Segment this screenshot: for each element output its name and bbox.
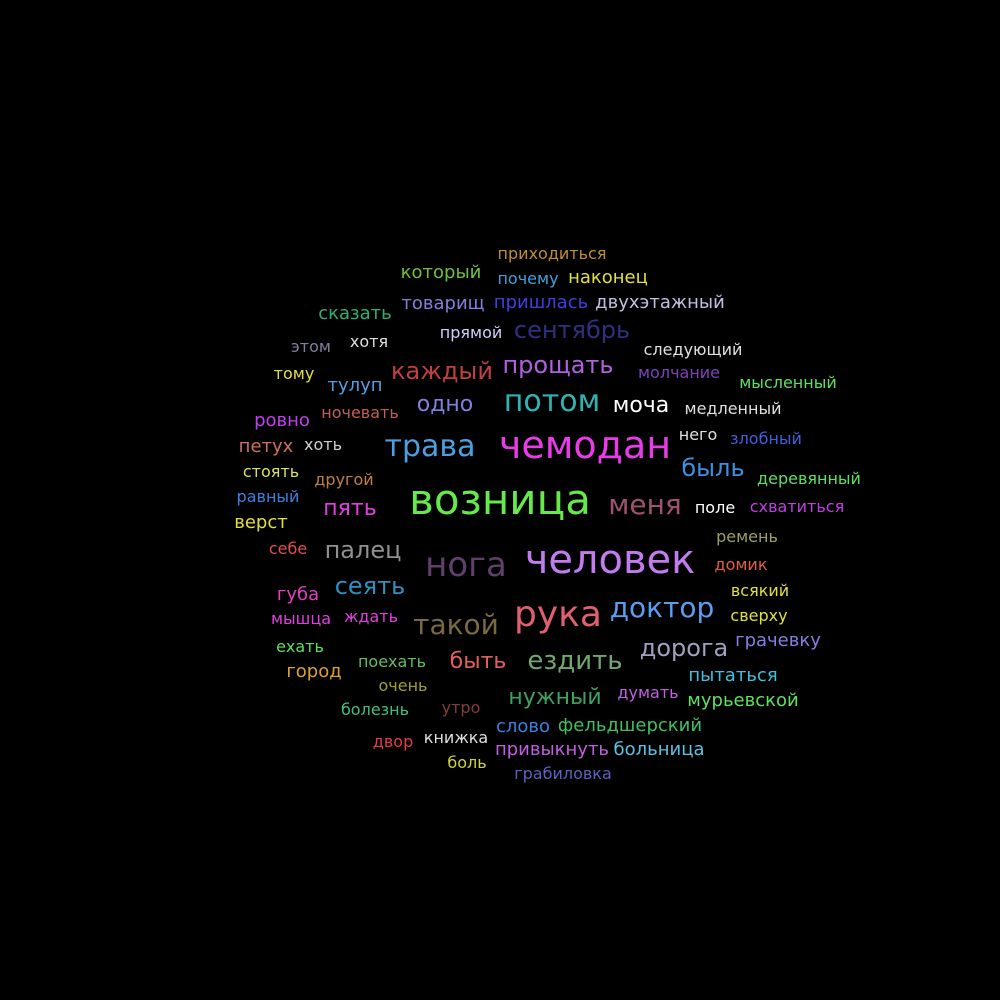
word-cloud-word: хотя [349,332,389,351]
word-cloud-word: всякий [730,581,790,600]
word-cloud-word: ехать [276,637,324,656]
word-cloud-word: поле [694,498,736,517]
word-cloud-word: моча [612,393,670,418]
word-cloud-word: тулуп [327,375,383,396]
word-cloud-word: фельдшерский [557,715,703,736]
word-cloud-word: равный [236,487,300,506]
word-cloud-word: ровно [254,410,310,431]
word-cloud-word: стоять [242,462,300,481]
word-cloud-word: тому [273,364,315,383]
word-cloud-word: боль [447,753,487,772]
word-cloud-word: одно [416,392,474,417]
word-cloud-word: другой [314,470,374,489]
word-cloud-word: ремень [716,527,778,546]
word-cloud-word: него [678,425,718,444]
word-cloud-word: поехать [357,652,427,671]
word-cloud-word: город [286,661,342,682]
word-cloud-word: привыкнуть [494,739,610,760]
word-cloud-word: утро [441,698,481,717]
word-cloud-word: двор [372,732,414,751]
word-cloud-word: доктор [609,591,715,624]
word-cloud-word: медленный [684,399,782,418]
word-cloud-word: быть [449,649,507,674]
word-cloud-word: молчание [637,363,721,382]
word-cloud-word: чемодан [498,423,672,467]
word-cloud-word: сверху [730,606,788,625]
word-cloud-word: ждать [343,607,399,626]
word-cloud-word: мурьевской [687,690,799,711]
word-cloud-word: прямой [439,323,503,342]
word-cloud-word: ездить [527,646,623,676]
word-cloud-word: хоть [303,435,343,454]
word-cloud-word: деревянный [757,469,861,488]
word-cloud-word: слово [495,716,551,737]
word-cloud-word: прощать [502,351,614,379]
word-cloud-word: верст [234,512,288,533]
word-cloud-word: сеять [334,572,406,600]
word-cloud-word: который [400,262,482,283]
word-cloud-word: этом [291,337,331,356]
word-cloud-word: человек [524,537,696,583]
word-cloud-word: потом [503,384,601,419]
word-cloud-word: книжка [423,728,489,747]
word-cloud-word: товарищ [401,293,485,314]
word-cloud-word: петух [238,436,294,457]
word-cloud-word: злобный [730,429,802,448]
word-cloud-word: следующий [643,340,743,359]
word-cloud-word: сказать [318,303,392,324]
word-cloud-word: пришлась [493,292,589,313]
word-cloud-word: палец [324,536,402,564]
word-cloud-word: дорога [639,634,729,662]
word-cloud-word: почему [497,269,559,288]
word-cloud-word: двухэтажный [595,292,725,313]
word-cloud-word: очень [378,676,428,695]
word-cloud-word: грабиловка [514,764,612,783]
word-cloud-word: такой [413,608,499,641]
word-cloud-word: думать [617,683,679,702]
word-cloud-word: каждый [391,357,493,385]
word-cloud-word: грачевку [735,630,821,651]
word-cloud-word: рука [514,594,602,635]
word-cloud-word: возница [409,475,591,524]
word-cloud-word: пять [323,496,377,521]
word-cloud-word: нога [425,545,507,585]
word-cloud-word: трава [384,429,476,464]
word-cloud-word: ночевать [321,403,399,422]
word-cloud-word: болезнь [340,700,410,719]
word-cloud-word: губа [276,584,320,605]
word-cloud-word: наконец [568,267,648,288]
word-cloud-word: себе [268,539,308,558]
word-cloud-word: быль [681,454,745,482]
word-cloud-word: больница [613,739,705,760]
word-cloud-word: мышца [270,609,332,628]
word-cloud-word: домик [714,555,768,574]
word-cloud-word: приходиться [497,244,607,263]
word-cloud-word: сентябрь [513,316,631,344]
word-cloud-word: пытаться [688,665,778,686]
word-cloud-word: схватиться [749,497,845,516]
word-cloud-word: меня [608,488,682,521]
word-cloud-word: мысленный [739,373,837,392]
word-cloud-word: нужный [508,685,602,710]
